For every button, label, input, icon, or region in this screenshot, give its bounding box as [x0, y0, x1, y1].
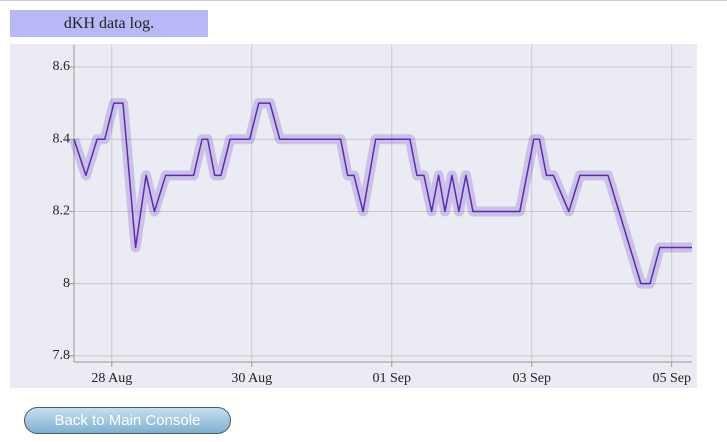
y-tick-label: 8: [63, 276, 70, 291]
x-tick-label: 03 Sep: [512, 371, 551, 386]
y-tick-label: 8.4: [53, 131, 71, 146]
x-tick-label: 01 Sep: [372, 371, 411, 386]
x-tick-label: 30 Aug: [231, 371, 272, 386]
chart-background: [10, 44, 697, 388]
line: [73, 102, 692, 285]
title: dKH data log.: [10, 10, 208, 37]
x-tick-label: 05 Sep: [652, 371, 691, 386]
y-tick-label: 8.6: [53, 59, 71, 74]
y-tick-label: 8.2: [53, 204, 71, 219]
y-tick-label: 7.8: [53, 348, 71, 363]
x-tick-label: 28 Aug: [91, 371, 132, 386]
back-button[interactable]: Back to Main Console: [24, 407, 231, 434]
chart: 7.8 8 8.2 8.4 8.6 28 Aug 30 Aug 01 Sep 03 Sep 05 …: [10, 44, 697, 388]
top-border: [0, 0, 727, 1]
